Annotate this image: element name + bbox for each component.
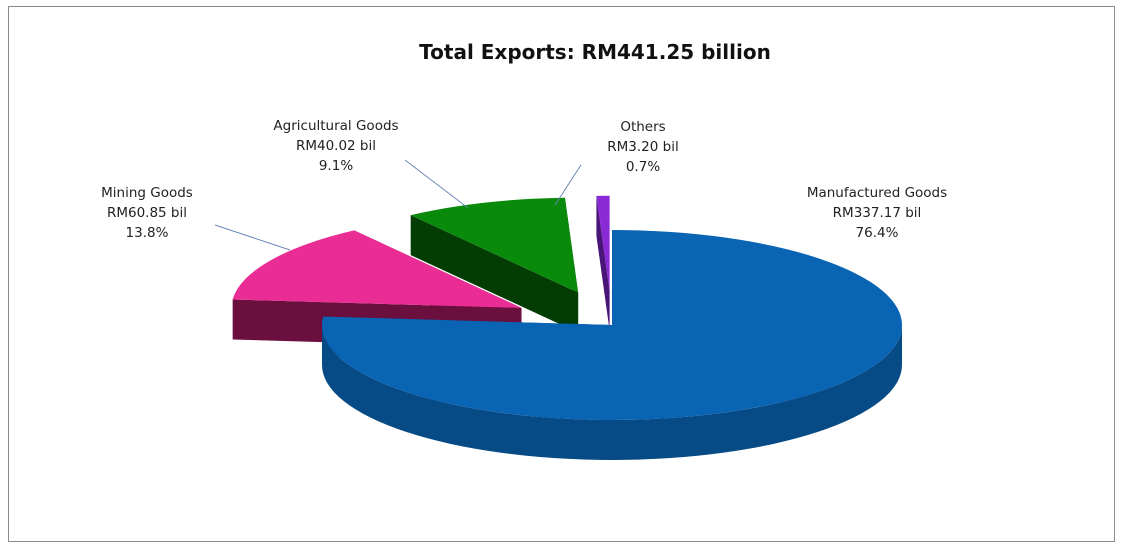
data-label-others: Others RM3.20 bil 0.7% xyxy=(607,119,678,175)
slice-side-wall xyxy=(596,195,610,331)
slice-top xyxy=(410,197,579,293)
slice-agricultural-goods xyxy=(410,197,579,333)
data-label-manufactured-goods: Manufactured Goods RM337.17 bil 76.4% xyxy=(807,185,947,241)
leader-line-agricultural-goods xyxy=(404,159,469,209)
data-label-agricultural-goods: Agricultural Goods RM40.02 bil 9.1% xyxy=(273,118,398,174)
slice-top xyxy=(232,230,522,308)
slice-manufactured-goods xyxy=(322,230,902,460)
leader-line-others xyxy=(554,164,582,206)
data-label-mining-goods: Mining Goods RM60.85 bil 13.8% xyxy=(101,185,193,241)
slice-outer-wall xyxy=(322,325,902,460)
chart-title: Total Exports: RM441.25 billion xyxy=(419,40,771,64)
slice-top xyxy=(322,230,902,420)
slice-side-wall xyxy=(410,215,579,333)
leader-line-mining-goods xyxy=(214,224,291,251)
slice-top xyxy=(596,195,610,291)
slice-others xyxy=(596,195,610,331)
